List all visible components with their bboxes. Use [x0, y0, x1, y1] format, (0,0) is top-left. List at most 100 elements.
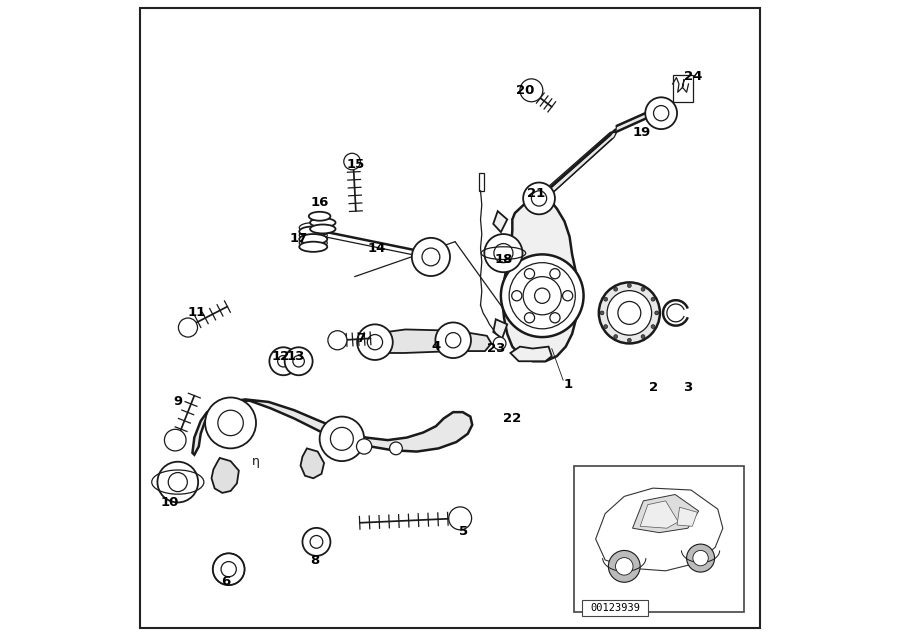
Text: η: η — [252, 455, 260, 467]
Circle shape — [523, 277, 562, 315]
Polygon shape — [596, 488, 723, 571]
Circle shape — [627, 284, 631, 287]
Ellipse shape — [300, 242, 328, 252]
Text: 23: 23 — [487, 342, 506, 355]
Text: 19: 19 — [633, 126, 652, 139]
Circle shape — [651, 324, 655, 328]
Ellipse shape — [300, 223, 328, 233]
Circle shape — [627, 338, 631, 342]
Polygon shape — [640, 501, 679, 528]
Polygon shape — [493, 319, 508, 338]
Circle shape — [205, 398, 256, 448]
Circle shape — [562, 291, 572, 301]
Ellipse shape — [310, 218, 336, 227]
Circle shape — [653, 106, 669, 121]
Text: 4: 4 — [431, 340, 441, 353]
Text: 22: 22 — [503, 412, 521, 425]
Circle shape — [687, 544, 715, 572]
Text: 00123939: 00123939 — [590, 603, 641, 613]
Circle shape — [357, 324, 392, 360]
Bar — [479, 173, 483, 191]
Text: 6: 6 — [221, 576, 230, 588]
Circle shape — [608, 291, 652, 335]
Circle shape — [446, 333, 461, 348]
Circle shape — [494, 244, 513, 263]
Text: 8: 8 — [310, 555, 320, 567]
Circle shape — [302, 528, 330, 556]
Circle shape — [614, 287, 617, 291]
Polygon shape — [193, 399, 472, 455]
Circle shape — [608, 550, 640, 583]
Ellipse shape — [300, 238, 328, 248]
Text: 2: 2 — [649, 382, 658, 394]
Ellipse shape — [300, 234, 328, 244]
Text: 18: 18 — [495, 253, 513, 266]
Polygon shape — [538, 132, 616, 202]
Bar — [574, 466, 744, 612]
Polygon shape — [212, 458, 239, 493]
Circle shape — [277, 356, 289, 367]
Circle shape — [501, 254, 583, 337]
Text: 21: 21 — [526, 188, 545, 200]
Ellipse shape — [309, 212, 330, 221]
Circle shape — [218, 410, 243, 436]
Bar — [672, 75, 693, 102]
Text: 7: 7 — [356, 332, 365, 345]
Circle shape — [165, 429, 186, 451]
Circle shape — [600, 311, 604, 315]
Circle shape — [367, 335, 382, 350]
Polygon shape — [616, 108, 657, 132]
Text: 14: 14 — [368, 242, 386, 254]
Circle shape — [604, 297, 608, 301]
Text: 16: 16 — [310, 196, 328, 209]
Text: 1: 1 — [563, 378, 572, 391]
Circle shape — [598, 282, 660, 343]
Circle shape — [523, 183, 555, 214]
Bar — [582, 600, 648, 616]
Circle shape — [178, 318, 197, 337]
Text: 11: 11 — [188, 307, 206, 319]
Circle shape — [618, 301, 641, 324]
Text: 9: 9 — [173, 396, 183, 408]
Text: 17: 17 — [290, 232, 308, 245]
Circle shape — [320, 417, 365, 461]
Circle shape — [520, 79, 543, 102]
Circle shape — [604, 324, 608, 328]
Circle shape — [531, 191, 546, 206]
Polygon shape — [633, 495, 698, 532]
Circle shape — [525, 268, 535, 279]
Polygon shape — [677, 508, 698, 526]
Circle shape — [655, 311, 659, 315]
Circle shape — [344, 153, 360, 170]
Text: 3: 3 — [682, 382, 692, 394]
Circle shape — [484, 234, 523, 272]
Circle shape — [693, 550, 708, 566]
Text: 20: 20 — [516, 84, 535, 97]
Circle shape — [328, 331, 347, 350]
Text: 15: 15 — [346, 158, 365, 170]
Circle shape — [356, 439, 372, 454]
Polygon shape — [493, 211, 508, 232]
Circle shape — [310, 536, 323, 548]
Circle shape — [168, 473, 187, 492]
Circle shape — [221, 562, 237, 577]
Circle shape — [512, 291, 522, 301]
Polygon shape — [510, 347, 552, 361]
Circle shape — [535, 288, 550, 303]
Circle shape — [550, 313, 560, 323]
Circle shape — [390, 442, 402, 455]
Text: 10: 10 — [161, 496, 179, 509]
Circle shape — [651, 297, 655, 301]
Circle shape — [614, 335, 617, 338]
Circle shape — [525, 313, 535, 323]
Polygon shape — [301, 448, 324, 478]
Circle shape — [436, 322, 471, 358]
Text: 5: 5 — [459, 525, 469, 537]
Text: 12: 12 — [271, 350, 289, 363]
Circle shape — [449, 507, 472, 530]
Circle shape — [645, 97, 677, 129]
Circle shape — [269, 347, 297, 375]
Circle shape — [284, 347, 312, 375]
Circle shape — [641, 287, 645, 291]
Text: 24: 24 — [684, 70, 702, 83]
